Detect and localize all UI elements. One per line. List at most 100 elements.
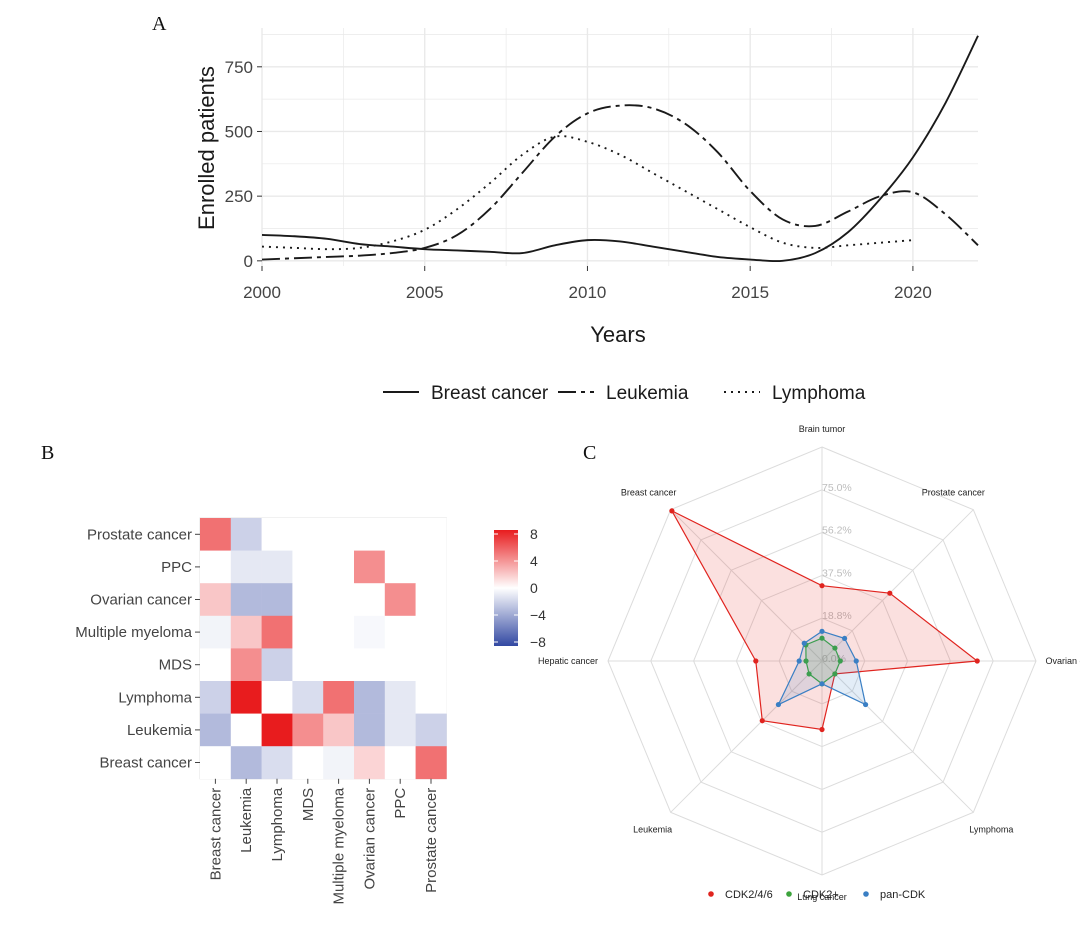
- panel-b-label: B: [41, 442, 54, 464]
- heatmap-cell: [354, 746, 386, 780]
- heatmap-cell: [230, 615, 262, 649]
- legend-label: Breast cancer: [431, 383, 549, 404]
- heatmap-cell: [415, 583, 447, 617]
- x-tick-label: MDS: [300, 788, 317, 821]
- heatmap-cell: [354, 681, 386, 714]
- radar-point: [832, 671, 838, 677]
- colorbar-label: 0: [530, 580, 538, 596]
- radar-category-label: Breast cancer: [621, 488, 677, 498]
- heatmap-cell: [200, 583, 232, 617]
- heatmap-cell: [292, 583, 324, 617]
- heatmap-cell: [200, 681, 232, 714]
- radar-point: [819, 635, 825, 641]
- heatmap-cell: [323, 713, 355, 747]
- heatmap-cell: [292, 713, 324, 747]
- y-tick-label: Multiple myeloma: [75, 624, 192, 641]
- heatmap-cell: [354, 648, 386, 682]
- x-tick-label: Lymphoma: [269, 787, 286, 861]
- heatmap-cell: [323, 746, 355, 780]
- heatmap-cell: [230, 746, 262, 780]
- heatmap-cell: [415, 615, 447, 649]
- heatmap-cell: [261, 615, 293, 649]
- heatmap-cell: [200, 550, 232, 584]
- panel-c-label: C: [583, 442, 596, 464]
- heatmap-cell: [261, 550, 293, 584]
- series-line-leukemia: [261, 104, 979, 261]
- radar-point: [819, 681, 825, 687]
- legend-key: [786, 891, 792, 897]
- radar-point: [887, 590, 893, 596]
- heatmap-cell: [261, 713, 293, 747]
- x-tick-label: Leukemia: [238, 787, 255, 853]
- radar-spoke: [670, 509, 823, 662]
- y-axis-title: Enrolled patients: [194, 66, 219, 230]
- radar-category-label: Hepatic cancer: [538, 656, 598, 666]
- heatmap-cell: [384, 615, 416, 649]
- heatmap-cell: [354, 615, 386, 649]
- heatmap-cell: [323, 583, 355, 617]
- heatmap-cell: [415, 681, 447, 714]
- heatmap-cell: [323, 550, 355, 584]
- radar-spoke: [670, 660, 823, 813]
- heatmap-cell: [292, 681, 324, 714]
- radar-point: [819, 583, 825, 589]
- radar-chart: 75.0%56.2%37.5%18.8%0.0% Brain tumorPros…: [538, 424, 1080, 902]
- radar-point: [837, 658, 843, 664]
- legend: Breast cancer Leukemia Lymphoma: [383, 383, 866, 404]
- radar-point: [853, 658, 859, 664]
- y-tick-label: PPC: [161, 559, 192, 576]
- plot-area: [262, 28, 978, 266]
- radar-tick-label: 56.2%: [822, 525, 852, 537]
- radar-point: [819, 628, 825, 634]
- colorbar-label: −8: [530, 634, 546, 650]
- y-tick-label: Lymphoma: [118, 689, 192, 706]
- heatmap-cell: [292, 550, 324, 584]
- heatmap-cell: [200, 615, 232, 649]
- heatmap-cell: [292, 648, 324, 682]
- legend-key: [708, 891, 714, 897]
- heatmap-cell: [323, 648, 355, 682]
- heatmap-cell: [354, 518, 386, 551]
- series-line-breast-cancer: [261, 35, 979, 263]
- y-tick-label: Breast cancer: [99, 755, 192, 772]
- radar-category-label: Ovarian cancer: [1045, 656, 1080, 666]
- radar-spoke: [821, 509, 974, 662]
- heatmap-cell: [200, 746, 232, 780]
- radar-point: [819, 726, 825, 733]
- y-tick-label: 500: [225, 122, 253, 141]
- heatmap-cell: [230, 583, 262, 617]
- heatmap-cell: [384, 648, 416, 682]
- x-tick-label: 2010: [569, 283, 607, 302]
- legend-label: CDK2/4/6: [725, 889, 773, 901]
- radar-point: [759, 718, 765, 724]
- colorbar: 8 4 0 −4 −8: [494, 526, 546, 650]
- radar-point: [796, 658, 802, 664]
- panel-a-label: A: [152, 13, 167, 35]
- heatmap-cell: [384, 583, 416, 617]
- radar-tick-label: 18.8%: [822, 610, 852, 622]
- heatmap-cell: [384, 681, 416, 714]
- radar-point: [806, 671, 812, 677]
- heatmap-cell: [384, 550, 416, 584]
- heatmap-cell: [415, 518, 447, 551]
- x-tick-label: 2005: [406, 283, 444, 302]
- radar-series-cdk2-4-6: [670, 509, 979, 731]
- heatmap-cell: [261, 681, 293, 714]
- heatmap-cell: [261, 583, 293, 617]
- heatmap-cell: [230, 713, 262, 747]
- legend-label: Lymphoma: [772, 383, 866, 404]
- y-tick-label: Prostate cancer: [87, 526, 192, 543]
- heatmap-cell: [415, 550, 447, 584]
- x-tick-label: Prostate cancer: [423, 788, 440, 893]
- heatmap-cell: [323, 681, 355, 714]
- colorbar-label: −4: [530, 607, 546, 623]
- heatmap-cell: [292, 615, 324, 649]
- heatmap-cell: [261, 746, 293, 780]
- heatmap-cell: [200, 648, 232, 682]
- radar-category-label: Lung cancer: [797, 892, 847, 902]
- heatmap-cell: [354, 713, 386, 747]
- radar-spoke: [821, 660, 974, 813]
- radar-tick-label: 37.5%: [822, 567, 852, 579]
- heatmap-cell: [200, 518, 232, 551]
